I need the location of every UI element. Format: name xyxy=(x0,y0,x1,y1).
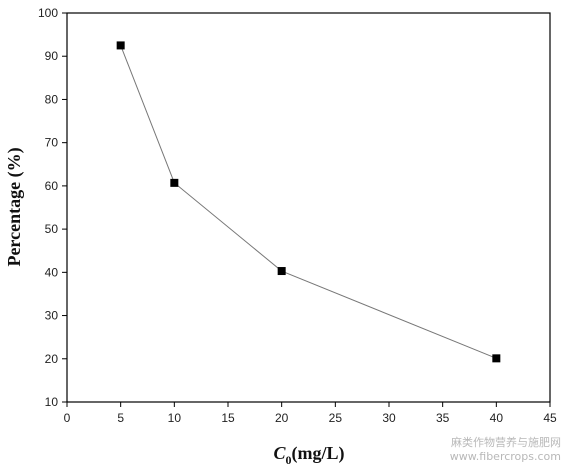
y-tick-label: 100 xyxy=(38,6,58,20)
y-tick-label: 80 xyxy=(45,92,59,106)
y-axis-ticks: 10 20 30 40 50 60 70 80 90 100 xyxy=(38,6,67,409)
watermark: 麻类作物营养与施肥网 www.fibercrops.com xyxy=(450,436,561,464)
watermark-line1: 麻类作物营养与施肥网 xyxy=(451,436,561,449)
series-line-group xyxy=(120,45,497,359)
x-tick-label: 35 xyxy=(436,411,450,425)
x-axis-ticks: 0 5 10 15 20 25 30 35 40 45 xyxy=(64,402,557,425)
y-tick-label: 90 xyxy=(45,49,59,63)
x-tick-label: 25 xyxy=(329,411,343,425)
y-tick-label: 50 xyxy=(45,222,59,236)
x-tick-label: 20 xyxy=(275,411,289,425)
data-point-marker xyxy=(170,178,179,187)
x-axis-title-subscript: 0 xyxy=(286,453,292,467)
data-point-marker xyxy=(116,41,125,50)
x-axis-title-unit: (mg/L) xyxy=(292,443,345,464)
x-tick-label: 0 xyxy=(64,411,71,425)
y-tick-label: 60 xyxy=(45,179,59,193)
x-tick-label: 15 xyxy=(221,411,235,425)
y-tick-label: 40 xyxy=(45,265,59,279)
series-marker-group xyxy=(116,41,501,363)
y-tick-label: 70 xyxy=(45,136,59,150)
x-tick-label: 5 xyxy=(117,411,124,425)
x-tick-label: 10 xyxy=(168,411,182,425)
y-tick-label: 10 xyxy=(45,395,59,409)
x-tick-label: 45 xyxy=(543,411,557,425)
plot-border xyxy=(66,12,551,403)
series-line xyxy=(120,45,497,359)
data-point-marker xyxy=(492,354,501,363)
plot-frame xyxy=(66,12,551,403)
watermark-line2: www.fibercrops.com xyxy=(449,450,561,463)
y-axis-title: Percentage (%) xyxy=(4,147,25,266)
data-point-marker xyxy=(277,267,286,276)
y-tick-label: 30 xyxy=(45,309,59,323)
x-tick-label: 40 xyxy=(490,411,504,425)
x-tick-label: 30 xyxy=(382,411,396,425)
y-tick-label: 20 xyxy=(45,352,59,366)
x-axis-title-symbol: C xyxy=(273,443,286,463)
x-axis-title: C0(mg/L) xyxy=(273,443,344,467)
